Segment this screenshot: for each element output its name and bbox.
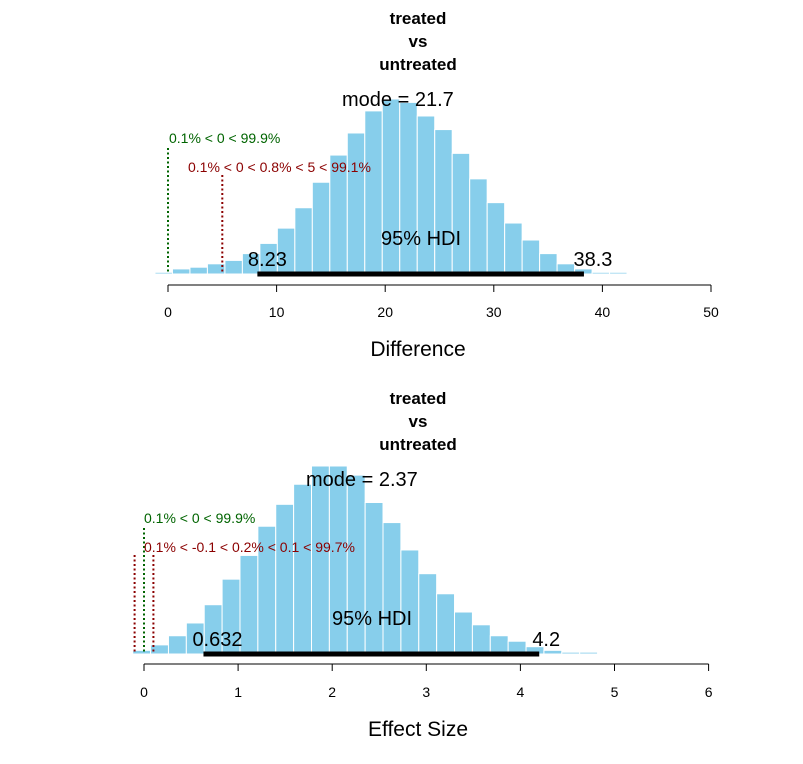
x-tick-label: 0	[140, 684, 148, 700]
x-tick-label: 50	[703, 304, 719, 320]
histogram-bar	[454, 611, 473, 655]
histogram-bar	[609, 271, 628, 275]
panel-title-line-3: untreated	[379, 435, 456, 454]
comparison-value-label: 0.1% < 0 < 99.9%	[169, 130, 280, 146]
histogram-bar	[167, 635, 187, 655]
histogram-bar	[591, 271, 611, 275]
histogram-bar	[436, 593, 456, 655]
histogram-bar	[275, 503, 295, 655]
x-tick-label: 0	[164, 304, 172, 320]
hdi-title: 95% HDI	[381, 228, 461, 250]
histogram-bars	[132, 465, 599, 655]
histogram-bar	[539, 253, 558, 275]
x-tick-label: 6	[705, 684, 713, 700]
histogram-bar	[154, 271, 173, 275]
panel-title-line-1: treated	[390, 389, 447, 408]
panel-title-line-3: untreated	[379, 55, 456, 74]
histogram-bar	[469, 178, 488, 275]
histogram-bar	[561, 651, 581, 655]
panel-title-line-2: vs	[409, 412, 428, 431]
histogram-bars	[154, 98, 628, 275]
x-tick-label: 1	[234, 684, 242, 700]
histogram-bar	[579, 651, 599, 655]
histogram-bar	[416, 115, 436, 275]
histogram-bar	[346, 132, 366, 275]
histogram-bar	[224, 259, 243, 275]
x-tick-label: 3	[422, 684, 430, 700]
histogram-bar	[293, 483, 312, 655]
hdi-title: 95% HDI	[332, 608, 412, 630]
x-tick-label: 40	[595, 304, 611, 320]
histogram-bar	[310, 465, 330, 655]
histogram-bar	[311, 181, 331, 275]
comparison-value-label: 0.1% < 0 < 99.9%	[144, 510, 255, 526]
effect-size-panel: treated vs untreated mode = 2.37 0.1% < …	[132, 389, 713, 741]
histogram-bar	[294, 207, 313, 275]
histogram-bar	[189, 266, 208, 275]
histogram-bar	[418, 573, 438, 655]
x-tick-label: 20	[377, 304, 393, 320]
hdi-high-label: 38.3	[573, 249, 612, 271]
hdi-high-label: 4.2	[532, 629, 560, 651]
histogram-bar	[171, 268, 191, 275]
histogram-bar	[451, 152, 471, 275]
histogram-bar	[382, 522, 402, 655]
x-tick-label: 5	[611, 684, 619, 700]
histogram-bar	[400, 549, 420, 655]
histogram-bar	[471, 624, 491, 655]
histogram-bar	[521, 239, 541, 275]
x-axis-title: Effect Size	[368, 718, 468, 741]
mode-label: mode = 2.37	[306, 469, 418, 491]
histogram-bar	[504, 222, 523, 275]
panel-title-line-2: vs	[409, 32, 428, 51]
x-tick-label: 4	[517, 684, 525, 700]
histogram-bar	[239, 554, 259, 655]
x-tick-label: 30	[486, 304, 502, 320]
difference-panel: treated vs untreated mode = 21.7 0.1% < …	[154, 9, 719, 361]
x-axis: 0 1 2 3 4 5 6	[140, 663, 713, 700]
x-axis: 0 10 20 30 40 50	[164, 284, 719, 320]
histogram-bar	[364, 110, 383, 275]
x-tick-label: 10	[269, 304, 285, 320]
histogram-bar	[489, 635, 509, 655]
histogram-bar	[364, 502, 384, 655]
panel-title-line-1: treated	[390, 9, 447, 28]
histogram-bar	[434, 129, 453, 275]
x-axis-title: Difference	[370, 338, 465, 361]
x-tick-label: 2	[328, 684, 336, 700]
hdi-low-label: 8.23	[248, 249, 287, 271]
hdi-low-label: 0.632	[192, 629, 242, 651]
mode-label: mode = 21.7	[342, 89, 454, 111]
histogram-bar	[486, 202, 506, 275]
rope-label: 0.1% < -0.1 < 0.2% < 0.1 < 99.7%	[144, 539, 355, 555]
rope-label: 0.1% < 0 < 0.8% < 5 < 99.1%	[188, 159, 371, 175]
